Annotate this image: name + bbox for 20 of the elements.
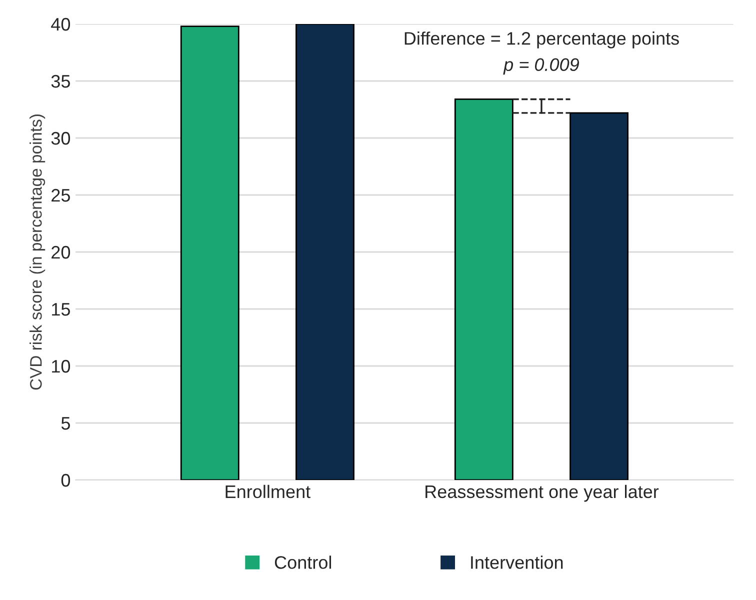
annotation: p = 0.009 (503, 58, 580, 75)
y-tick-label: 5 (61, 417, 70, 430)
bar (180, 26, 240, 480)
bar (296, 24, 354, 480)
y-tick-label: 25 (52, 188, 70, 202)
y-tick-label: 15 (52, 303, 70, 316)
y-axis-title: CVD risk score (in percentage points) (30, 114, 46, 390)
y-tick-label: 40 (51, 18, 70, 31)
x-tick-label: Enrollment (226, 484, 310, 498)
y-tick-label: 0 (61, 474, 70, 487)
bar (454, 98, 514, 480)
y-tick-label: 20 (52, 246, 70, 259)
annotation: Difference = 1.2 percentage points (404, 32, 679, 48)
legend-label: Intervention (471, 556, 563, 569)
y-tick-label: 35 (51, 74, 70, 88)
y-tick-label: 30 (51, 132, 70, 145)
legend-label: Control (274, 556, 332, 569)
x-tick-label: Reassessment one year later (426, 484, 659, 502)
bar (570, 112, 629, 480)
y-tick-label: 10 (52, 360, 70, 373)
